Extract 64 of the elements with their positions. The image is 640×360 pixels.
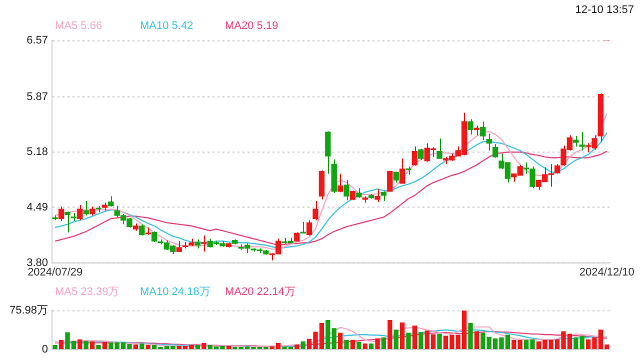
- bar: [394, 330, 398, 349]
- candlestick: [145, 227, 151, 236]
- bar: [140, 343, 144, 349]
- candlestick: [436, 138, 442, 160]
- text: MA20 5.19: [225, 20, 280, 32]
- bar: [294, 344, 300, 349]
- bar: [574, 337, 578, 349]
- y-tick-label: 75.98万: [9, 304, 48, 317]
- bar: [84, 340, 88, 349]
- y-tick-label: 4.49: [26, 201, 48, 214]
- bar: [338, 332, 343, 349]
- bar: [78, 339, 82, 349]
- bar: [52, 344, 58, 349]
- bar: [300, 341, 306, 349]
- bar: [344, 340, 349, 349]
- bar: [518, 340, 522, 349]
- bar: [418, 332, 424, 349]
- bar: [512, 340, 516, 349]
- candlestick: [312, 200, 318, 221]
- y-tick-label: 5.18: [26, 146, 48, 158]
- candlestick: [374, 188, 380, 202]
- candlestick: [201, 235, 207, 252]
- bar: [226, 346, 232, 349]
- y-tick-label: 3.80: [26, 256, 48, 269]
- bar: [90, 341, 95, 349]
- candlestick: [573, 136, 579, 147]
- x-tick-label: 2024/07/29: [28, 266, 83, 278]
- bar: [480, 332, 486, 349]
- bar: [332, 328, 336, 349]
- y-tick-label: 6.57: [26, 34, 48, 47]
- bar: [474, 331, 480, 349]
- bar: [133, 344, 138, 349]
- bar: [400, 322, 405, 349]
- bar: [202, 342, 206, 349]
- bar: [412, 326, 418, 349]
- bar: [58, 340, 64, 349]
- bar: [108, 342, 114, 349]
- bar: [195, 344, 200, 349]
- text: MA10 24.18万: [140, 285, 212, 299]
- text: MA5 23.39万: [55, 285, 120, 299]
- bar: [406, 332, 411, 349]
- y-tick-label: 5.87: [26, 90, 48, 103]
- bar: [356, 342, 362, 349]
- bar: [368, 343, 374, 349]
- bar: [375, 338, 380, 349]
- bar: [350, 340, 356, 349]
- bar: [437, 334, 442, 349]
- bar: [102, 342, 108, 349]
- candlestick: [96, 205, 102, 213]
- bar: [381, 337, 386, 349]
- bar: [326, 320, 330, 349]
- text: MA5 5.66: [55, 20, 104, 32]
- bar: [146, 344, 150, 349]
- bar: [96, 344, 101, 349]
- bar: [388, 320, 392, 349]
- candlestick: [102, 202, 108, 212]
- text: 12-10 13:57: [575, 4, 634, 16]
- text: MA10 5.42: [140, 20, 194, 32]
- bar: [362, 343, 368, 349]
- bar: [468, 323, 473, 349]
- bar: [580, 336, 584, 349]
- x-tick-label: 2024/12/10: [579, 266, 634, 278]
- y-tick-label: 0: [42, 343, 48, 356]
- text: MA20 22.14万: [225, 285, 296, 299]
